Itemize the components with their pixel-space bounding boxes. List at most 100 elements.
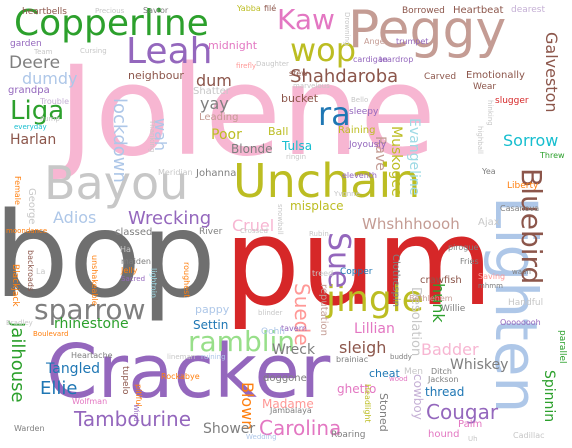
word-evangeline: Evangeline (406, 118, 422, 196)
word-wood: wood (389, 375, 408, 383)
word-tangled: Tangled (46, 361, 100, 377)
word-shower: Shower (203, 421, 256, 437)
word-badder: Badder (421, 340, 479, 359)
word-hunk: hunk (429, 283, 448, 323)
word-lockdown: lockdown (109, 98, 130, 183)
word-men: Men (404, 367, 424, 377)
word-leading: Leading (199, 112, 239, 123)
word-ajax: Ajax (478, 217, 500, 228)
word-leah: Leah (126, 31, 213, 72)
word-jambalaya: Jambalaya (270, 406, 312, 415)
word-madame: Madame (262, 397, 314, 411)
word-dumdy: dumdy (22, 69, 78, 88)
word-roaring: Roaring (331, 430, 366, 440)
word-shahdaroba: Shahdaroba (290, 66, 399, 87)
word-tavern: tavern (281, 324, 307, 333)
word-ramblin: ramblin (188, 325, 296, 358)
word-bethlehem: Bethlehem (409, 294, 453, 303)
word-mhmm: mhmm (478, 282, 503, 290)
word-peggy: Peggy (348, 0, 507, 60)
word-suede: Suede (290, 283, 314, 346)
word-oooooooh: Oooooooh (500, 318, 541, 327)
word-ellie: Ellie (40, 378, 78, 399)
word-trumpet: trumpet (396, 37, 429, 46)
word-sue: Sue (321, 232, 356, 289)
word-ruining: ruining (201, 353, 226, 361)
word-copper: Copper (340, 267, 373, 277)
word-headlight: Headlight (363, 384, 372, 423)
word-eleventh: eleventh (342, 171, 377, 180)
word-blown: Blown (238, 382, 257, 431)
word-ha: Ha (120, 245, 131, 254)
word-yea: Yea (482, 167, 496, 176)
word-heartache: Heartache (71, 351, 113, 360)
word-ditch: Ditch (431, 367, 452, 376)
word-cheat: cheat (369, 367, 400, 380)
word-trouble: Trouble (40, 97, 70, 106)
word-pum: pum (224, 194, 494, 333)
word-female: Female (13, 176, 22, 205)
word-rhinestone: rhinestone (54, 316, 129, 332)
word-jelly: Jelly (121, 266, 138, 275)
word-cadillac: Cadillac (513, 431, 545, 440)
word-maiden: maiden (121, 257, 151, 266)
word-garden: garden (10, 39, 42, 49)
word-liberty: Liberty (507, 181, 539, 191)
word-rave: Rave (372, 136, 388, 171)
word-yay: yay (200, 94, 229, 113)
word-wedding: Wedding (246, 433, 277, 441)
word-joyously: Joyously (349, 140, 387, 150)
word-ghetto: ghetto (337, 382, 377, 396)
word-bop: bop (0, 186, 216, 324)
word-backroads: backroads (26, 250, 35, 292)
word-unshakeable: unshakeable (90, 255, 99, 306)
word-ra: ra (318, 95, 351, 133)
word-jingle: jingle (326, 279, 424, 320)
word-dearest: dearest (511, 5, 546, 15)
word-fries: Fries (460, 257, 479, 266)
word-savior: Savior (143, 6, 169, 15)
word-tulsa: Tulsa (282, 139, 313, 153)
word-brainiac: brainiac (336, 355, 369, 364)
word-wah: wah (151, 118, 170, 152)
word-warden: Warden (14, 424, 45, 433)
word-wreck: Wreck (272, 342, 316, 358)
word-bello: Bello (351, 96, 369, 104)
word-johanna: Johanna (196, 168, 237, 179)
word-wop: wop (290, 31, 357, 69)
word-ringin: ringin (286, 153, 307, 161)
word-parallel: parallel (557, 330, 567, 364)
word-crossed: Crossed (240, 227, 268, 235)
word-jackson: Jackson (428, 375, 459, 384)
word-stoned: Stoned (377, 393, 390, 432)
word-sleigh: sleigh (339, 338, 387, 357)
word-daughter: Daughter (256, 60, 289, 68)
word-adios: Adios (53, 208, 97, 227)
word-bluebird: Bluebird (515, 168, 548, 285)
word-bradley: Bradley (6, 319, 33, 327)
word-cursing: Cursing (80, 47, 107, 55)
word-doggone: doggone (263, 373, 307, 384)
word-tambourine: Tambourine (74, 407, 192, 431)
word-kaw: Kaw (277, 3, 335, 36)
word-jailhouse: Jailhouse (7, 322, 28, 403)
word-drowning: Drowning (343, 12, 351, 46)
word-la: La (36, 267, 46, 276)
word-oohh: Oohh (261, 327, 285, 337)
word-emotionally: Emotionally (466, 70, 525, 81)
word-copperline: Copperline (14, 3, 209, 44)
word-deere: Deere (9, 53, 61, 73)
word-neighbour: neighbour (128, 69, 184, 82)
word-desolation: Desolation (408, 287, 423, 357)
word-highball: highball (476, 126, 484, 154)
word-blackjack: Blackjack (10, 264, 20, 307)
word-cruel: Cruel (232, 216, 275, 235)
word-sorrow: Sorrow (503, 131, 559, 150)
word-pitiful: pitiful (134, 384, 143, 407)
word-treed: treed (312, 269, 334, 278)
word-ball: Ball (268, 125, 289, 138)
word-lighten: Lighten (482, 196, 550, 414)
word-jolene: Jolene (58, 40, 437, 184)
word-teardrop: teardrop (379, 55, 414, 64)
